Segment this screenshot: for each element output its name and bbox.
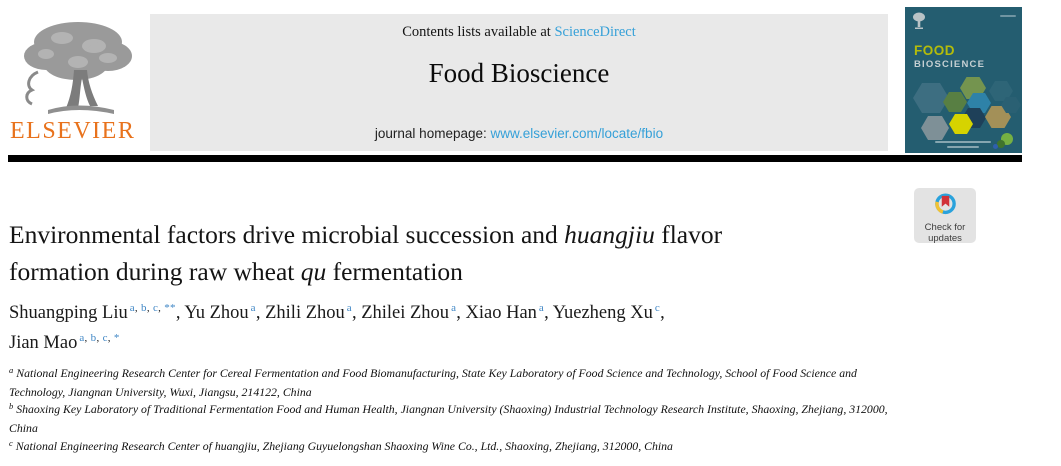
article-title: Environmental factors drive microbial su… xyxy=(9,216,902,290)
superscript-separator: , xyxy=(96,332,103,344)
affiliation-ref-link[interactable]: a xyxy=(250,302,256,314)
cover-hexagon xyxy=(949,114,973,134)
affiliations: a National Engineering Research Center f… xyxy=(9,365,895,457)
contents-line-prefix: Contents lists available at xyxy=(402,24,555,40)
journal-masthead: Contents lists available at ScienceDirec… xyxy=(150,14,888,151)
cover-title-line1: FOOD xyxy=(914,43,955,58)
author-superscript[interactable]: a xyxy=(451,302,456,314)
affiliation-ref-link[interactable]: a xyxy=(538,302,545,314)
publisher-wordmark: ELSEVIER xyxy=(10,118,136,144)
homepage-line-prefix: journal homepage: xyxy=(374,126,491,141)
article-title-line2: formation during raw wheat qu fermentati… xyxy=(9,253,902,290)
author-line-2: Jian Mao a, b, c, * xyxy=(9,329,902,359)
author-name: Zhili Zhou xyxy=(265,303,345,323)
cover-issue-text xyxy=(1000,15,1016,17)
badge-label-line2: updates xyxy=(928,232,962,244)
author-name: Yuezheng Xu xyxy=(552,303,653,323)
affiliation-ref-link[interactable]: a xyxy=(346,302,352,314)
cover-hexagon xyxy=(943,92,967,112)
cover-hexagon xyxy=(1001,97,1021,113)
affiliation-ref-link[interactable]: * xyxy=(113,332,120,344)
affiliation-item: c National Engineering Research Center o… xyxy=(9,438,895,457)
title-italic-term: qu xyxy=(300,257,327,286)
masthead-divider-rule xyxy=(8,155,1022,162)
superscript-separator: , xyxy=(158,302,165,314)
cover-hexagon xyxy=(913,83,949,113)
affiliation-ref-link[interactable]: c xyxy=(152,302,159,314)
cover-hexagon xyxy=(921,116,949,140)
elsevier-logo: ELSEVIER xyxy=(10,16,150,152)
affiliation-ref-link[interactable]: ** xyxy=(164,302,176,314)
author-superscript[interactable]: a xyxy=(539,302,544,314)
elsevier-tree-icon xyxy=(24,22,132,114)
crossmark-icon xyxy=(934,193,956,215)
cover-hexagon xyxy=(989,81,1013,101)
affiliation-ref-link[interactable]: c xyxy=(102,332,108,344)
superscript-separator: , xyxy=(84,332,91,344)
author-line-1: Shuangping Liu a, b, c, **, Yu Zhou a, Zhi… xyxy=(9,302,665,323)
title-italic-term: huangjiu xyxy=(564,220,655,249)
affiliation-ref-link[interactable]: a xyxy=(79,332,85,344)
author-name: Jian Mao xyxy=(9,333,78,353)
affiliation-ref-link[interactable]: a xyxy=(451,302,457,314)
author-superscript[interactable]: a, b, c, * xyxy=(79,332,119,344)
affiliation-ref-link[interactable]: b xyxy=(90,332,97,344)
author-superscript[interactable]: a xyxy=(347,302,352,314)
author-name: Shuangping Liu xyxy=(9,303,128,323)
sciencedirect-link[interactable]: ScienceDirect xyxy=(554,24,636,40)
cover-footer-text xyxy=(935,141,991,143)
author-name: Zhilei Zhou xyxy=(361,303,450,323)
affiliation-item: b Shaoxing Key Laboratory of Traditional… xyxy=(9,401,895,437)
affiliation-item: a National Engineering Research Center f… xyxy=(9,365,895,401)
author-superscript[interactable]: c xyxy=(655,302,660,314)
affiliation-ref-link[interactable]: b xyxy=(141,302,147,314)
cover-society-logo xyxy=(993,144,998,149)
cover-elsevier-tree-icon xyxy=(913,12,925,29)
superscript-separator: , xyxy=(134,302,142,314)
author-superscript[interactable]: a xyxy=(251,302,256,314)
author-superscript[interactable]: a, b, c, ** xyxy=(130,302,176,314)
cover-hexagon xyxy=(985,106,1011,128)
journal-cover-image: FOOD BIOSCIENCE xyxy=(905,7,1022,153)
cover-society-logo xyxy=(997,140,1005,148)
author-name: Yu Zhou xyxy=(184,303,249,323)
author-list: Shuangping Liu a, b, c, **, Yu Zhou a, Zhi… xyxy=(9,299,902,359)
badge-label-line1: Check for xyxy=(924,222,966,233)
title-text: Environmental factors drive microbial su… xyxy=(9,220,565,249)
journal-homepage-link[interactable]: www.elsevier.com/locate/fbio xyxy=(490,126,664,141)
affiliation-label: a xyxy=(9,365,14,375)
superscript-separator: , xyxy=(107,332,114,344)
title-text: formation during raw wheat xyxy=(9,257,301,286)
homepage-line: journal homepage: www.elsevier.com/locat… xyxy=(150,126,888,141)
affiliation-label: b xyxy=(9,401,14,412)
cover-journal-title: FOOD BIOSCIENCE xyxy=(914,43,986,71)
cover-footer-text xyxy=(947,146,979,148)
affiliation-text: National Engineering Research Center for… xyxy=(9,366,857,399)
check-for-updates-badge[interactable]: Check for updates xyxy=(914,188,976,243)
journal-title: Food Bioscience xyxy=(428,58,610,88)
author-name: Xiao Han xyxy=(465,303,537,323)
affiliation-text: Shaoxing Key Laboratory of Traditional F… xyxy=(9,402,888,436)
title-text: fermentation xyxy=(326,257,463,286)
cover-title-line2: BIOSCIENCE xyxy=(914,59,986,71)
contents-line: Contents lists available at ScienceDirec… xyxy=(150,24,888,41)
affiliation-label: c xyxy=(9,437,13,448)
title-text: flavor xyxy=(654,220,723,249)
affiliation-text: National Engineering Research Center of … xyxy=(12,438,673,453)
article-title-line1: Environmental factors drive microbial su… xyxy=(9,216,902,253)
superscript-separator: , xyxy=(146,302,153,314)
affiliation-ref-link[interactable]: c xyxy=(654,302,661,314)
affiliation-ref-link[interactable]: a xyxy=(129,302,135,314)
